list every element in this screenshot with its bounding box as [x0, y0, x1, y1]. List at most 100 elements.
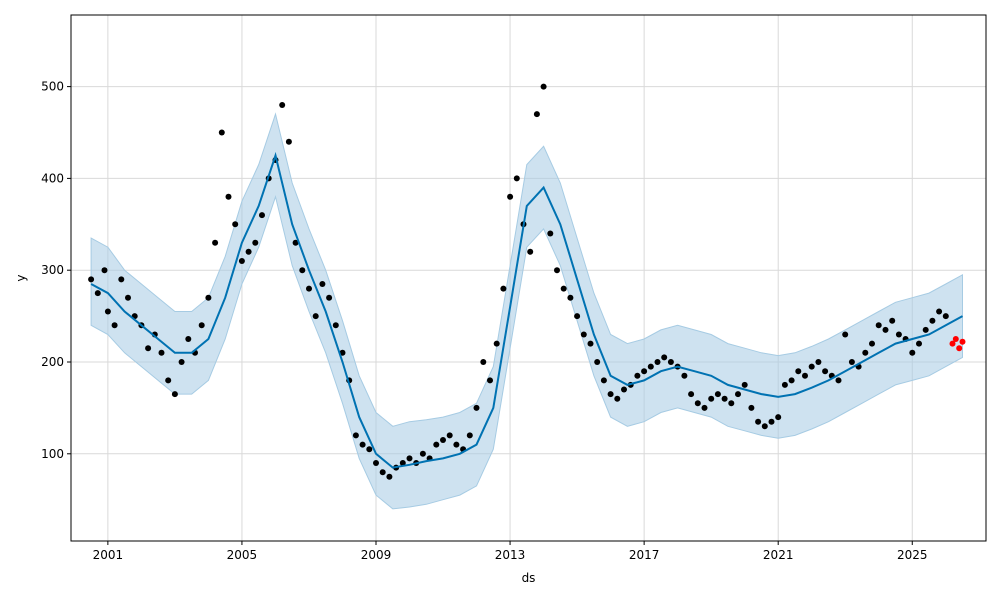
- y-axis-label: y: [14, 274, 28, 281]
- observed-point: [688, 391, 695, 398]
- observed-point: [218, 129, 225, 136]
- observed-point: [212, 239, 219, 246]
- x-axis-label: ds: [522, 571, 536, 585]
- observed-point: [104, 308, 111, 315]
- observed-point: [238, 258, 245, 264]
- plot-frame: [70, 14, 987, 542]
- observed-point: [165, 377, 172, 384]
- observed-point: [292, 239, 299, 246]
- observed-point: [755, 418, 762, 425]
- observed-point: [654, 359, 661, 365]
- observed-point: [326, 294, 333, 301]
- observed-point: [554, 267, 560, 274]
- observed-point: [232, 221, 239, 228]
- observed-point: [88, 276, 95, 283]
- observed-point: [366, 446, 373, 453]
- observed-point: [252, 239, 259, 246]
- observed-point: [419, 450, 426, 457]
- observed-point: [101, 267, 108, 274]
- observed-point: [808, 363, 815, 370]
- observed-point: [94, 290, 101, 297]
- observed-point: [245, 248, 252, 255]
- observed-point: [487, 377, 493, 384]
- observed-point: [145, 345, 152, 352]
- y-tick-label: 400: [41, 171, 64, 185]
- x-tick-label: 2005: [227, 548, 258, 562]
- observed-point: [748, 404, 755, 411]
- observed-point: [822, 368, 829, 375]
- observed-point: [721, 395, 728, 402]
- observed-point: [667, 359, 674, 365]
- observed-point: [352, 432, 359, 439]
- observed-point: [647, 363, 654, 370]
- uncertainty-interval-band: [90, 112, 963, 510]
- observed-point: [634, 372, 641, 379]
- y-tick-label: 300: [41, 263, 64, 277]
- observed-point: [540, 83, 547, 90]
- forecast-line: [90, 151, 963, 469]
- observed-point: [507, 193, 514, 200]
- observed-point: [453, 441, 460, 448]
- observed-point: [942, 313, 949, 320]
- observed-point: [198, 322, 205, 329]
- observed-point: [848, 359, 855, 365]
- y-tick-label: 200: [41, 355, 64, 369]
- observed-point: [118, 276, 125, 283]
- observed-point: [533, 111, 540, 118]
- observed-point: [312, 313, 319, 320]
- observed-point: [701, 404, 708, 411]
- observed-point: [178, 359, 185, 365]
- observed-point: [373, 460, 379, 466]
- x-tick-label: 2009: [361, 548, 392, 562]
- observed-point: [842, 331, 849, 338]
- observed-point: [761, 423, 768, 430]
- observed-point: [446, 432, 453, 439]
- observed-point: [500, 285, 507, 292]
- observed-point: [580, 331, 587, 338]
- observed-point: [681, 372, 688, 379]
- observed-point: [480, 359, 487, 365]
- observed-point: [299, 267, 306, 274]
- observed-point: [379, 469, 386, 476]
- observed-point: [728, 400, 735, 407]
- observed-point: [332, 322, 339, 329]
- observed-point: [929, 317, 936, 324]
- observed-point: [560, 285, 567, 292]
- observed-point: [882, 326, 889, 333]
- x-tick-label: 2001: [93, 548, 124, 562]
- observed-point: [714, 391, 721, 398]
- observed-point: [279, 102, 286, 108]
- future-observed-point: [952, 336, 959, 342]
- x-tick-label: 2013: [495, 548, 526, 562]
- observed-point: [895, 331, 902, 338]
- observed-point: [815, 359, 822, 365]
- observed-point: [406, 455, 413, 462]
- observed-point: [735, 391, 741, 398]
- observed-point: [185, 336, 192, 342]
- x-tick-label: 2021: [763, 548, 794, 562]
- y-tick-label: 500: [41, 80, 64, 94]
- observed-point: [614, 395, 621, 402]
- observed-point: [775, 414, 782, 421]
- y-axis-ticks: 100 200 300 400 500: [41, 80, 71, 461]
- observed-point: [862, 349, 869, 356]
- future-observed-point: [956, 345, 963, 352]
- observed-point: [567, 294, 574, 301]
- future-observed-point: [949, 340, 956, 347]
- observed-point: [399, 460, 406, 466]
- observed-point: [909, 349, 916, 356]
- observed-point: [306, 285, 312, 292]
- grid: [71, 15, 986, 541]
- observed-point: [587, 340, 594, 347]
- observed-point: [936, 308, 943, 315]
- observed-point: [835, 377, 842, 384]
- observed-point: [513, 175, 520, 182]
- observed-point: [607, 391, 614, 398]
- x-tick-label: 2017: [629, 548, 660, 562]
- observed-point: [600, 377, 607, 384]
- observed-point: [889, 317, 896, 324]
- observed-point: [708, 395, 715, 402]
- observed-point: [339, 349, 346, 356]
- observed-point: [781, 381, 788, 388]
